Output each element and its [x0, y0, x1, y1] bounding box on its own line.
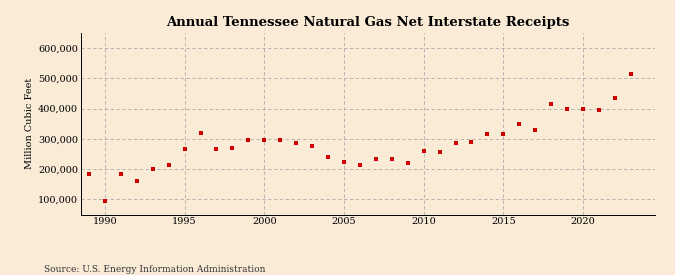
- Y-axis label: Million Cubic Feet: Million Cubic Feet: [25, 78, 34, 169]
- Title: Annual Tennessee Natural Gas Net Interstate Receipts: Annual Tennessee Natural Gas Net Interst…: [166, 16, 570, 29]
- Text: Source: U.S. Energy Information Administration: Source: U.S. Energy Information Administ…: [44, 265, 265, 274]
